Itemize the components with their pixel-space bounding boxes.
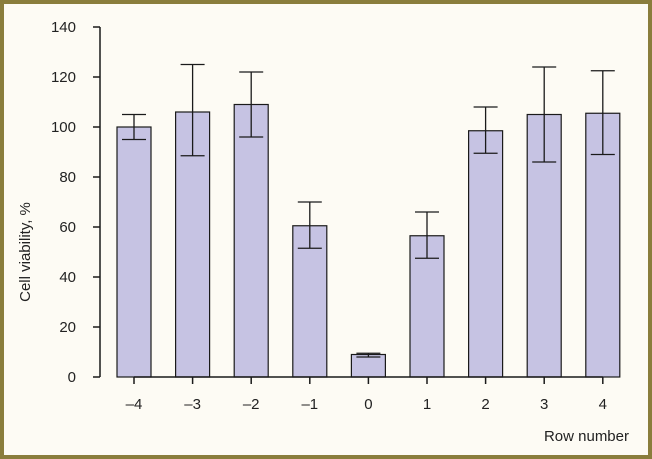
y-tick-label: 60	[59, 219, 76, 236]
error-bars	[122, 63, 615, 358]
x-axis-title: Row number	[544, 428, 629, 445]
error-bar-2	[239, 71, 264, 138]
error-bar-0	[122, 113, 146, 141]
bar-4	[350, 353, 386, 378]
y-tick-label: 20	[59, 319, 76, 336]
bar-2	[233, 103, 269, 378]
error-bar-8	[590, 70, 615, 156]
x-tick-label: 0	[364, 396, 372, 413]
y-axis: 0 20 40 60 80 100 120 140	[51, 19, 101, 386]
x-axis: –4 –3 –2 –1 0 1 2 3 4	[126, 376, 607, 413]
y-axis-title: Cell viability, %	[17, 202, 34, 302]
bar-6	[468, 130, 504, 378]
x-tick-label: –3	[184, 396, 201, 413]
error-bar-1	[180, 63, 205, 157]
bar-3	[292, 225, 328, 378]
y-tick-label: 80	[59, 169, 76, 186]
x-tick-label: 3	[540, 396, 548, 413]
x-tick-label: –4	[126, 396, 143, 413]
bar-0	[116, 126, 152, 378]
error-bar-5	[415, 211, 439, 259]
x-tick-label: 4	[599, 396, 607, 413]
error-bar-7	[532, 66, 557, 163]
x-tick-label: –2	[243, 396, 260, 413]
x-tick-label: 1	[423, 396, 431, 413]
error-bar-4	[356, 352, 381, 358]
bar-5	[409, 235, 445, 378]
bar-8	[585, 112, 621, 378]
error-bar-6	[473, 106, 498, 154]
y-tick-label: 140	[51, 19, 76, 36]
x-tick-label: 2	[481, 396, 489, 413]
y-tick-label: 100	[51, 119, 76, 136]
x-tick-label: –1	[301, 396, 318, 413]
y-tick-label: 40	[59, 269, 76, 286]
error-bar-3	[297, 201, 322, 249]
y-tick-label: 0	[68, 369, 76, 386]
y-tick-label: 120	[51, 69, 76, 86]
